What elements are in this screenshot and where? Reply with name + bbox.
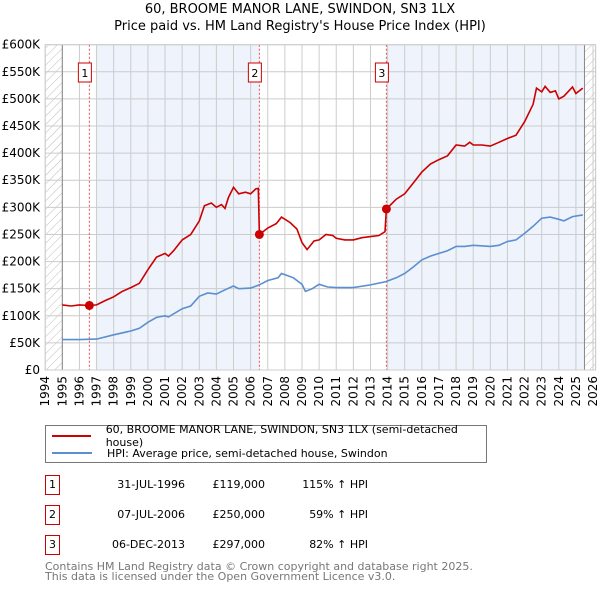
y-tick-label: £0 (25, 363, 40, 377)
x-tick-label: 2009 (295, 376, 309, 407)
x-tick-label: 1997 (90, 376, 104, 407)
sale-label: 3 (378, 67, 385, 80)
transaction-number: 3 (45, 535, 60, 555)
transaction-number: 1 (45, 475, 60, 495)
x-tick-label: 1999 (124, 376, 138, 407)
x-tick-label: 2022 (518, 376, 532, 407)
x-tick-label: 2008 (278, 376, 292, 407)
transaction-row: 3 06-DEC-2013 £297,000 82% ↑ HPI (45, 535, 368, 555)
transaction-price: £119,000 (212, 478, 266, 491)
chart-subtitle: Price paid vs. HM Land Registry's House … (114, 19, 486, 34)
transaction-date: 31-JUL-1996 (117, 478, 185, 491)
legend-item-hpi: HPI: Average price, semi-detached house,… (46, 445, 388, 461)
sale-label: 2 (251, 67, 258, 80)
footer-copyright: Contains HM Land Registry data © Crown c… (45, 560, 473, 573)
sale-point (84, 300, 94, 310)
chart-title: 60, BROOME MANOR LANE, SWINDON, SN3 1LX (144, 2, 456, 17)
y-tick-label: £50K (9, 336, 41, 350)
transaction-row: 2 07-JUL-2006 £250,000 59% ↑ HPI (45, 505, 368, 525)
sale-label-box (247, 62, 262, 83)
legend-swatch-hpi (52, 452, 92, 454)
hpi-series-line (62, 214, 583, 341)
x-tick-label: 2004 (209, 376, 223, 407)
x-tick-label: 1995 (55, 376, 69, 407)
price-chart: 1994 1995 1996 1997 1998 1999 2000 2001 2002 2003… (2, 38, 600, 407)
x-tick-label: 2018 (449, 376, 463, 407)
transaction-date: 06-DEC-2013 (111, 538, 185, 551)
x-tick-label: 1994 (38, 376, 52, 407)
x-tick-label: 2006 (244, 376, 258, 407)
transaction-hpi-change: 115% ↑ HPI (302, 478, 368, 491)
y-tick-label: £200K (2, 255, 42, 269)
sale-label-box (374, 62, 389, 83)
x-tick-label: 2024 (552, 376, 566, 407)
x-tick-label: 2019 (466, 376, 480, 407)
x-tick-label: 2012 (346, 376, 360, 407)
plot-border (44, 44, 597, 371)
x-tick-label: 2010 (312, 376, 326, 407)
x-tick-label: 2000 (141, 376, 155, 407)
y-tick-label: £550K (2, 65, 42, 79)
x-tick-label: 2025 (569, 376, 583, 407)
x-tick-label: 2002 (175, 376, 189, 407)
transaction-row: 1 31-JUL-1996 £119,000 115% ↑ HPI (45, 475, 368, 495)
x-tick-label: 2003 (192, 376, 206, 407)
legend-item-property: 60, BROOME MANOR LANE, SWINDON, SN3 1LX … (46, 423, 486, 449)
x-tick-label: 2014 (381, 376, 395, 407)
sale-label-box (77, 62, 92, 83)
y-tick-label: £450K (2, 119, 42, 133)
x-tick-label: 2013 (363, 376, 377, 407)
x-tick-label: 2023 (535, 376, 549, 407)
sale-point (254, 229, 264, 239)
x-tick-label: 2005 (227, 376, 241, 407)
y-tick-label: £250K (2, 227, 42, 241)
x-tick-label: 2001 (158, 376, 172, 407)
footer-licence: This data is licensed under the Open Gov… (45, 570, 396, 583)
footer: Contains HM Land Registry data © Crown c… (45, 560, 473, 583)
y-tick-label: £100K (2, 309, 42, 323)
y-tick-label: £300K (2, 200, 42, 214)
x-tick-label: 2007 (261, 376, 275, 407)
transaction-price: £297,000 (212, 538, 266, 551)
transaction-hpi-change: 82% ↑ HPI (309, 538, 368, 551)
x-tick-label: 1998 (107, 376, 121, 407)
x-tick-label: 1996 (72, 376, 86, 407)
x-tick-label: 2011 (329, 376, 343, 407)
y-tick-label: £600K (2, 38, 42, 52)
transaction-hpi-change: 59% ↑ HPI (309, 508, 368, 521)
legend-label-hpi: HPI: Average price, semi-detached house,… (107, 446, 388, 460)
transaction-price: £250,000 (212, 508, 266, 521)
x-tick-label: 2026 (586, 376, 600, 407)
x-tick-label: 2016 (415, 376, 429, 407)
x-tick-label: 2017 (432, 376, 446, 407)
transaction-number: 2 (45, 505, 60, 525)
property-series-line (62, 85, 584, 307)
y-tick-label: £350K (2, 173, 42, 187)
x-tick-label: 2015 (398, 376, 412, 407)
sale-label: 1 (81, 67, 88, 80)
legend: 60, BROOME MANOR LANE, SWINDON, SN3 1LX … (45, 423, 487, 463)
legend-swatch-property (52, 435, 91, 437)
y-tick-label: £500K (2, 92, 42, 106)
legend-label-property: 60, BROOME MANOR LANE, SWINDON, SN3 1LX … (105, 423, 458, 449)
y-tick-label: £150K (2, 282, 42, 296)
y-tick-label: £400K (2, 146, 42, 160)
sale-point (381, 204, 391, 214)
x-tick-label: 2020 (483, 376, 497, 407)
transaction-date: 07-JUL-2006 (117, 508, 185, 521)
x-tick-label: 2021 (500, 376, 514, 407)
